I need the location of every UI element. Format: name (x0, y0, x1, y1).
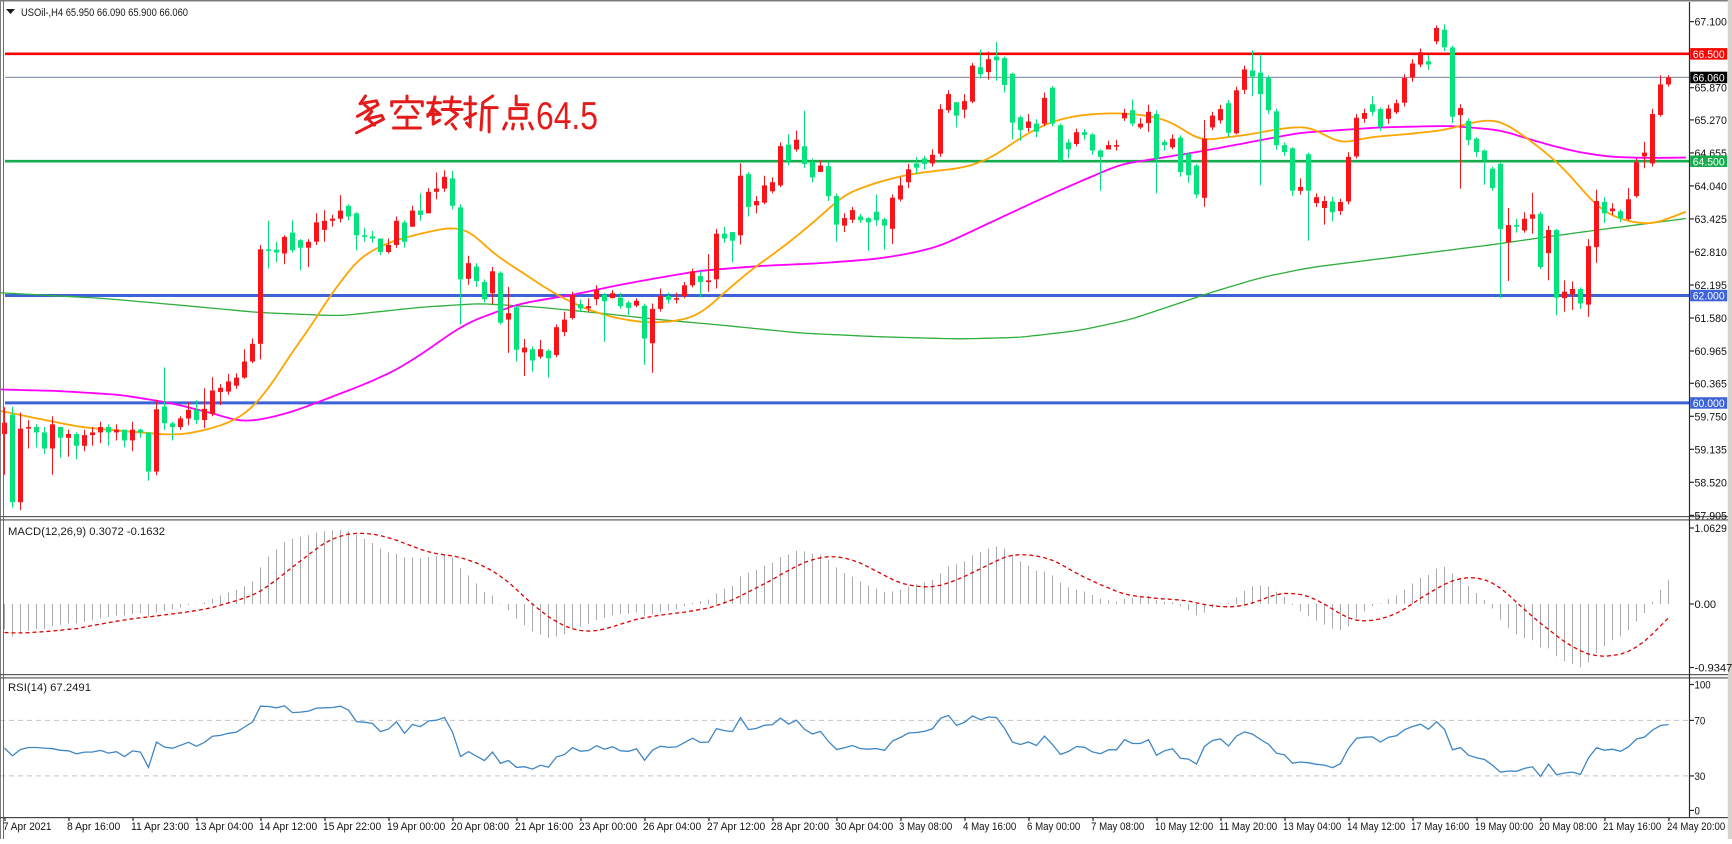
svg-text:70: 70 (1695, 715, 1706, 727)
svg-text:66.500: 66.500 (1693, 49, 1725, 61)
svg-text:10 May 12:00: 10 May 12:00 (1155, 821, 1213, 833)
svg-text:23 Apr 00:00: 23 Apr 00:00 (579, 821, 637, 833)
svg-text:7 May 08:00: 7 May 08:00 (1091, 821, 1144, 833)
svg-text:19 May 00:00: 19 May 00:00 (1475, 821, 1533, 833)
svg-text:20 May 08:00: 20 May 08:00 (1539, 821, 1597, 833)
svg-text:13 May 04:00: 13 May 04:00 (1283, 821, 1341, 833)
svg-text:63.425: 63.425 (1695, 214, 1727, 226)
svg-text:26 Apr 04:00: 26 Apr 04:00 (643, 821, 701, 833)
svg-text:-0.9347: -0.9347 (1695, 663, 1732, 675)
svg-text:64.040: 64.040 (1695, 181, 1727, 193)
svg-text:59.750: 59.750 (1695, 411, 1727, 423)
svg-text:17 May 16:00: 17 May 16:00 (1411, 821, 1469, 833)
svg-text:20 Apr 08:00: 20 Apr 08:00 (451, 821, 509, 833)
svg-text:RSI(14) 67.2491: RSI(14) 67.2491 (8, 682, 91, 694)
svg-text:21 May 16:00: 21 May 16:00 (1603, 821, 1661, 833)
svg-text:58.520: 58.520 (1695, 477, 1727, 489)
svg-text:11 Apr 23:00: 11 Apr 23:00 (131, 821, 189, 833)
svg-text:21 Apr 16:00: 21 Apr 16:00 (515, 821, 573, 833)
svg-text:3 May 08:00: 3 May 08:00 (899, 821, 952, 833)
svg-text:64.500: 64.500 (1693, 156, 1725, 168)
svg-text:0: 0 (1695, 805, 1700, 817)
svg-text:60.000: 60.000 (1693, 398, 1725, 410)
svg-text:13 Apr 04:00: 13 Apr 04:00 (195, 821, 253, 833)
svg-text:1.0629: 1.0629 (1695, 523, 1727, 535)
svg-text:57.905: 57.905 (1695, 510, 1727, 522)
svg-text:60.965: 60.965 (1695, 346, 1727, 358)
svg-text:62.000: 62.000 (1693, 291, 1725, 303)
svg-text:14 May 12:00: 14 May 12:00 (1347, 821, 1405, 833)
svg-text:4 May 16:00: 4 May 16:00 (963, 821, 1016, 833)
svg-text:14 Apr 12:00: 14 Apr 12:00 (259, 821, 317, 833)
svg-text:6 May 00:00: 6 May 00:00 (1027, 821, 1080, 833)
svg-text:27 Apr 12:00: 27 Apr 12:00 (707, 821, 765, 833)
svg-text:62.810: 62.810 (1695, 247, 1727, 259)
svg-text:USOil-,H4 65.950 66.090 65.90: USOil-,H4 65.950 66.090 65.900 66.060 (21, 7, 188, 19)
svg-text:100: 100 (1695, 680, 1711, 692)
svg-text:19 Apr 00:00: 19 Apr 00:00 (387, 821, 445, 833)
svg-text:65.270: 65.270 (1695, 115, 1727, 127)
svg-text:66.060: 66.060 (1693, 73, 1725, 85)
svg-text:24 May 20:00: 24 May 20:00 (1667, 821, 1725, 833)
svg-text:60.365: 60.365 (1695, 378, 1727, 390)
svg-text:59.135: 59.135 (1695, 444, 1727, 456)
svg-text:15 Apr 22:00: 15 Apr 22:00 (323, 821, 381, 833)
svg-text:61.580: 61.580 (1695, 313, 1727, 325)
svg-text:28 Apr 20:00: 28 Apr 20:00 (771, 821, 829, 833)
svg-text:67.100: 67.100 (1695, 17, 1727, 29)
svg-text:30: 30 (1695, 771, 1706, 783)
svg-text:0.00: 0.00 (1695, 599, 1717, 611)
svg-text:30 Apr 04:00: 30 Apr 04:00 (835, 821, 893, 833)
svg-text:11 May 20:00: 11 May 20:00 (1219, 821, 1277, 833)
svg-text:MACD(12,26,9) 0.3072 -0.1632: MACD(12,26,9) 0.3072 -0.1632 (8, 526, 165, 538)
svg-text:7 Apr 2021: 7 Apr 2021 (3, 821, 52, 833)
svg-text:64.5: 64.5 (536, 95, 598, 138)
svg-text:8 Apr 16:00: 8 Apr 16:00 (67, 821, 120, 833)
